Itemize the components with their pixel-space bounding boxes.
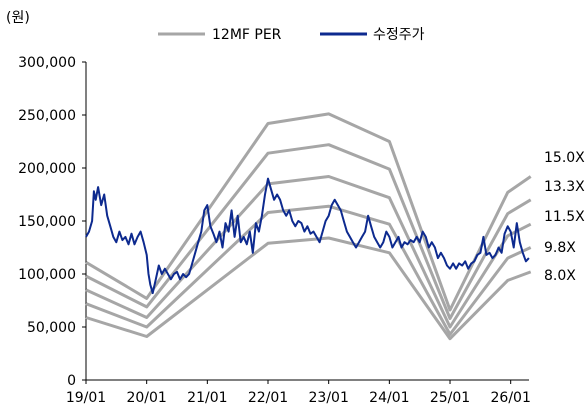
y-tick-label: 200,000 <box>18 161 76 177</box>
y-tick-label: 50,000 <box>27 320 76 336</box>
x-tick-label: 25/01 <box>430 390 470 406</box>
plot-area <box>85 112 532 341</box>
per-band-line <box>85 204 532 336</box>
per-band-line <box>85 143 532 320</box>
y-unit-label: (원) <box>6 10 30 26</box>
per-band-line <box>85 112 532 312</box>
per-band-line <box>85 236 532 341</box>
x-tick-label: 21/01 <box>187 390 227 406</box>
y-axis: 0 50,000 100,000 150,000 200,000 250,000 300,0… <box>18 55 87 389</box>
y-tick-label: 300,000 <box>18 55 76 71</box>
band-label: 15.0X <box>544 150 585 166</box>
x-tick-label: 23/01 <box>309 390 349 406</box>
y-tick-label: 0 <box>67 373 76 389</box>
price-series-line <box>85 177 530 295</box>
band-label: 11.5X <box>544 209 585 225</box>
x-tick-label: 20/01 <box>126 390 166 406</box>
x-tick-label: 22/01 <box>248 390 288 406</box>
x-axis: 19/01 20/01 21/01 22/01 23/01 24/01 25/01 26/01 <box>66 379 531 406</box>
band-label: 8.0X <box>544 268 576 284</box>
band-label: 13.3X <box>544 179 585 195</box>
band-label: 9.8X <box>544 240 576 256</box>
band-labels: 15.0X 13.3X 11.5X 9.8X 8.0X <box>544 150 585 284</box>
x-tick-label: 19/01 <box>66 390 106 406</box>
x-tick-label: 26/01 <box>491 390 531 406</box>
x-tick-label: 24/01 <box>369 390 409 406</box>
legend: 12MF PER 수정주가 <box>158 27 425 43</box>
y-tick-label: 150,000 <box>18 214 76 230</box>
legend-per-label: 12MF PER <box>212 27 282 43</box>
legend-price-label: 수정주가 <box>373 27 425 43</box>
y-tick-label: 100,000 <box>18 267 76 283</box>
per-band-line <box>85 175 532 329</box>
y-tick-label: 250,000 <box>18 108 76 124</box>
